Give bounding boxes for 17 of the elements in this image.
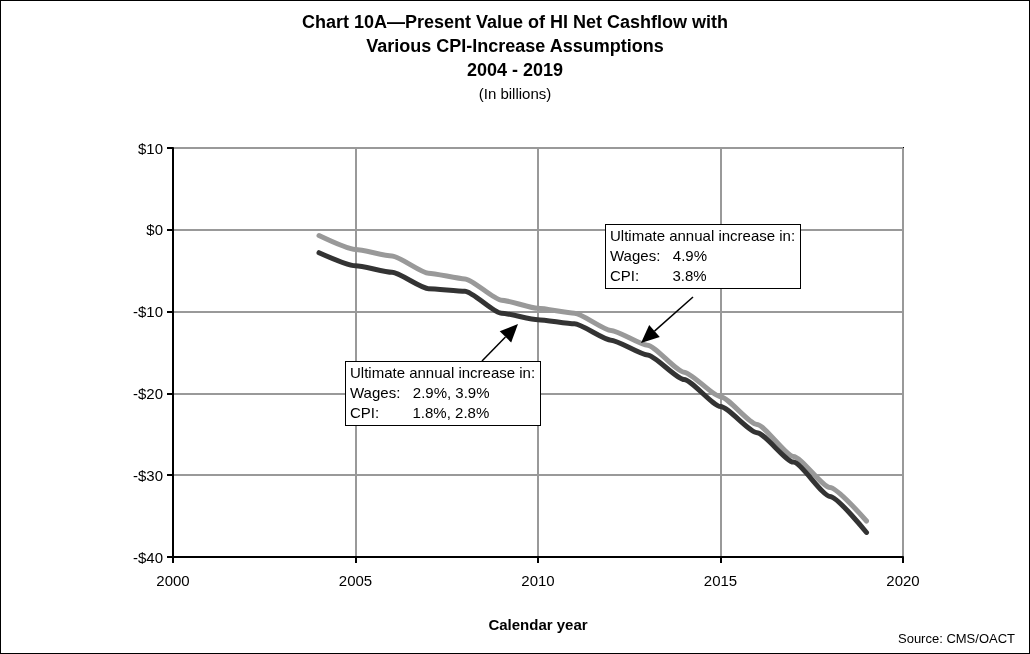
annotation: Ultimate annual increase in: Wages: 4.9% CPI: 3.8%: [605, 224, 802, 289]
x-tick-label: 2020: [886, 572, 920, 589]
chart-title: Chart 10A—Present Value of HI Net Cashflow with Various CPI-Increase Assumptions 2004 - 2019: [301, 12, 729, 80]
y-tick-label: -$40: [132, 548, 163, 566]
x-axis-title: Calendar year: [488, 616, 588, 633]
x-tick-label: 2005: [338, 572, 373, 589]
annotation: Ultimate annual increase in: Wages: 2.9%, 3.9% CPI: 1.8%, 2.8%: [345, 361, 542, 426]
y-tick-label: -$10: [132, 303, 163, 321]
x-tick-label: 2015: [703, 572, 738, 589]
x-tick-label: 2000: [156, 572, 190, 589]
y-tick-label: $0: [146, 221, 163, 239]
x-tick-label: 2010: [521, 572, 555, 589]
y-tick-label: -$20: [132, 384, 163, 402]
y-tick-label: $10: [137, 139, 163, 157]
chart-subtitle: (In billions): [478, 85, 552, 102]
source-note: Source: CMS/OACT: [897, 631, 1016, 646]
y-tick-label: -$30: [132, 466, 163, 484]
